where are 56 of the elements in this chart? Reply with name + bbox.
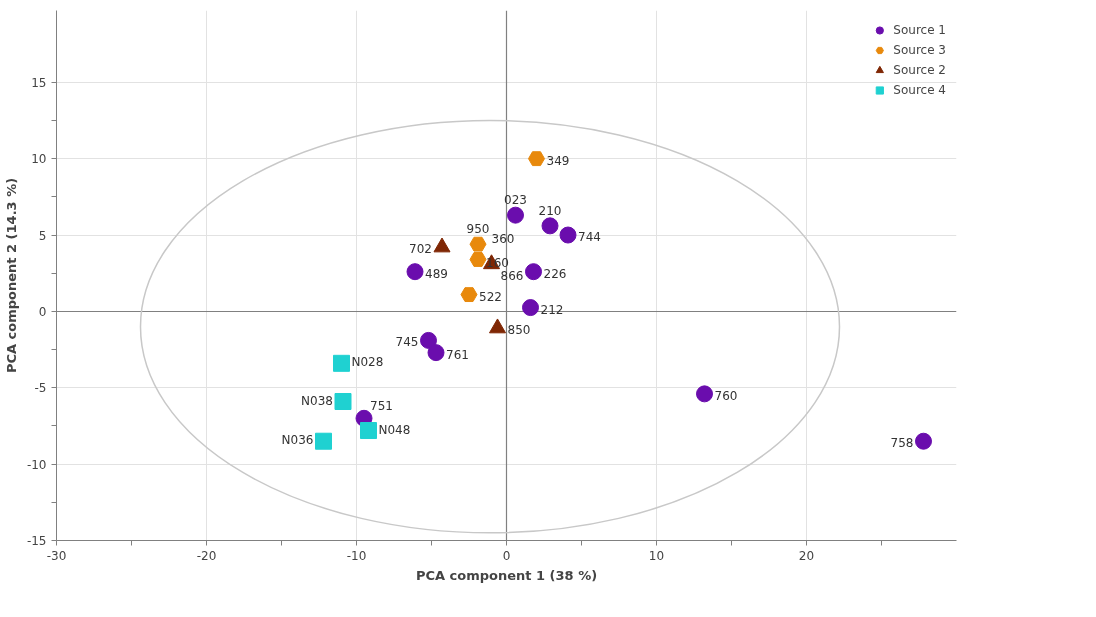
point bbox=[528, 151, 545, 167]
point bbox=[427, 344, 445, 362]
x-tick-label: 0 bbox=[502, 548, 511, 563]
y-tick-label: 15 bbox=[31, 75, 47, 90]
point bbox=[915, 432, 932, 450]
point bbox=[460, 287, 478, 303]
point bbox=[507, 206, 524, 224]
x-axis-title: PCA component 1 (38 %) bbox=[415, 567, 598, 583]
y-tick-label: -15 bbox=[26, 534, 47, 548]
point bbox=[696, 385, 713, 403]
annotation: 210 bbox=[538, 203, 562, 218]
annotation: 702 bbox=[409, 242, 432, 257]
point bbox=[469, 236, 487, 252]
annotation: 758 bbox=[890, 436, 914, 451]
point bbox=[420, 331, 437, 349]
x-tick-label: -30 bbox=[46, 548, 67, 563]
legend-label: Source 1 bbox=[893, 23, 946, 37]
annotation: N048 bbox=[378, 422, 411, 437]
annotation: N036 bbox=[281, 433, 314, 448]
point bbox=[559, 226, 577, 244]
annotation: 349 bbox=[546, 153, 570, 168]
y-tick-label: -10 bbox=[26, 457, 47, 472]
legend-label: Source 3 bbox=[893, 43, 946, 57]
annotation: 489 bbox=[425, 266, 448, 281]
point bbox=[469, 252, 487, 267]
annotation: 160 bbox=[486, 256, 509, 271]
y-tick-label: 5 bbox=[38, 228, 47, 243]
annotation: 226 bbox=[543, 266, 567, 281]
annotation: 751 bbox=[370, 399, 393, 414]
legend-label: Source 2 bbox=[893, 63, 946, 77]
annotation: 950 bbox=[466, 222, 490, 237]
point bbox=[333, 354, 350, 372]
point bbox=[360, 422, 377, 440]
x-tick-label: -20 bbox=[196, 548, 217, 563]
annotation: N038 bbox=[301, 393, 334, 408]
point bbox=[406, 263, 424, 281]
x-tick-label: 20 bbox=[798, 548, 815, 563]
point bbox=[541, 217, 559, 235]
annotation: N028 bbox=[351, 355, 384, 370]
point bbox=[315, 432, 332, 450]
y-tick-label: 10 bbox=[31, 152, 47, 167]
legend-label: Source 4 bbox=[893, 83, 946, 97]
annotation: 745 bbox=[395, 335, 419, 350]
annotation: 760 bbox=[714, 388, 738, 403]
annotation: 850 bbox=[507, 323, 531, 338]
y-axis-title: PCA component 2 (14.3 %) bbox=[3, 177, 19, 374]
y-tick-label: -5 bbox=[34, 381, 47, 396]
y-tick-label: 0 bbox=[38, 304, 47, 319]
point bbox=[334, 393, 352, 411]
point bbox=[525, 263, 542, 281]
point bbox=[522, 299, 539, 317]
x-tick-label: -10 bbox=[346, 548, 367, 563]
annotation: 744 bbox=[578, 230, 601, 245]
annotation: 522 bbox=[479, 289, 502, 304]
annotation: 761 bbox=[446, 347, 469, 362]
x-tick-label: 10 bbox=[648, 548, 665, 563]
